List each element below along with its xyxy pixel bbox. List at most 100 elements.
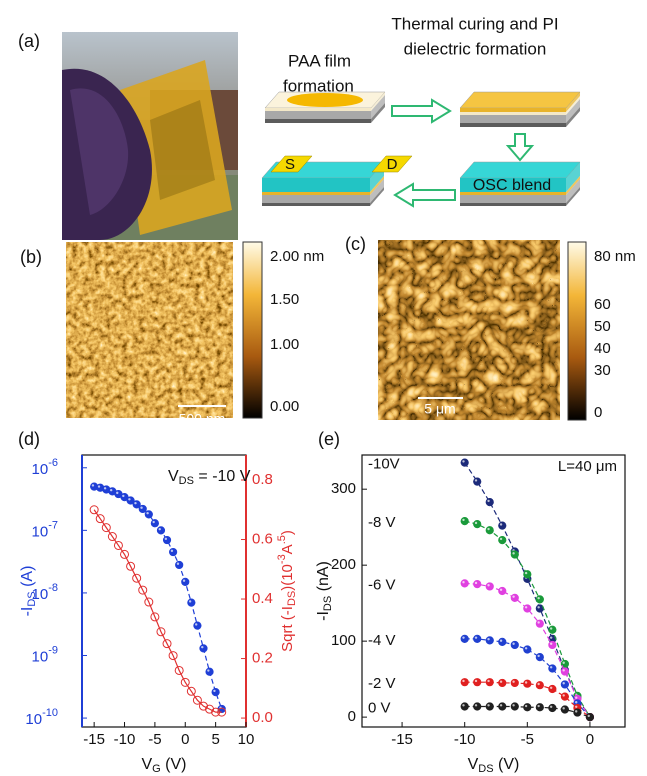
point-highlight [213, 690, 215, 692]
colorbar-label: 60 [594, 296, 611, 313]
x-tick-label: -5 [148, 731, 161, 748]
label-part: .5 [276, 535, 288, 544]
data-point [498, 522, 506, 530]
data-point [498, 587, 506, 595]
label-part: DS [478, 763, 493, 775]
data-point [473, 635, 481, 643]
point-highlight [487, 680, 489, 682]
data-point [181, 578, 189, 586]
data-point [536, 596, 544, 604]
data-point [586, 713, 594, 721]
panel-label: (d) [18, 429, 40, 449]
layer-front [460, 195, 566, 203]
y-tick-label: 100 [331, 632, 356, 649]
point-highlight [487, 584, 489, 586]
point-highlight [550, 636, 552, 638]
series-label: -2 V [368, 675, 396, 692]
point-highlight [537, 597, 539, 599]
point-highlight [487, 528, 489, 530]
point-highlight [475, 582, 477, 584]
point-highlight [165, 538, 167, 540]
layer-front [460, 115, 566, 123]
scale-label: 5 μm [424, 401, 455, 417]
point-highlight [550, 687, 552, 689]
point-highlight [512, 681, 514, 683]
afm-image [378, 240, 560, 420]
scale-label: 500 nm [179, 411, 226, 427]
point-highlight [537, 655, 539, 657]
label-part: DS [286, 591, 298, 606]
data-point [486, 526, 494, 534]
point-highlight [500, 589, 502, 591]
label-part: DS [26, 591, 38, 606]
series-label: -6 V [368, 576, 396, 593]
data-point [212, 688, 220, 696]
y2-tick-label: 0.0 [252, 709, 273, 726]
point-highlight [500, 538, 502, 540]
annotation: VDS = -10 V [168, 468, 251, 487]
data-point [561, 668, 569, 676]
data-point [188, 599, 196, 607]
tick-exponent: -9 [48, 644, 58, 656]
colorbar-label: 1.00 [270, 336, 299, 353]
data-point [461, 580, 469, 588]
tick-base: 10 [32, 461, 49, 478]
colorbar-label: 0 [594, 404, 602, 421]
point-highlight [462, 636, 464, 638]
series-line [465, 463, 590, 718]
data-point [511, 679, 519, 687]
colorbar-label: 1.50 [270, 291, 299, 308]
y-tick-label: 10-10 [25, 707, 58, 728]
plot-frame [362, 455, 625, 727]
label-part: DS [179, 475, 194, 487]
data-point [536, 653, 544, 661]
electrode-label: D [387, 156, 398, 173]
point-highlight [575, 701, 577, 703]
data-point [461, 517, 469, 525]
data-point [157, 527, 165, 535]
point-highlight [475, 704, 477, 706]
x-axis-label: VG (V) [141, 756, 186, 775]
layer-label: OSC blend [473, 177, 551, 194]
y2-axis-label: Sqrt (-IDS)(10-3A.5) [276, 530, 298, 652]
annotation: L=40 μm [558, 458, 617, 475]
point-highlight [171, 550, 173, 552]
layer-front [460, 203, 566, 206]
series-label: -8 V [368, 514, 396, 531]
data-point [536, 681, 544, 689]
point-highlight [152, 521, 154, 523]
point-highlight [92, 484, 94, 486]
label-part: DS [322, 596, 334, 611]
colorbar-label: 80 nm [594, 248, 636, 265]
series-label: -10V [368, 456, 400, 473]
y-tick-label: 10-7 [32, 519, 58, 540]
point-highlight [525, 705, 527, 707]
x-axis-label: VDS (V) [468, 756, 520, 775]
data-point [486, 583, 494, 591]
layer-front [265, 108, 371, 111]
point-highlight [487, 500, 489, 502]
y2-tick-label: 0.4 [252, 590, 273, 607]
tick-base: 10 [32, 523, 49, 540]
label-part: -I [315, 611, 332, 621]
point-highlight [575, 696, 577, 698]
point-highlight [562, 682, 564, 684]
y2-tick-label: 0.6 [252, 530, 273, 547]
data-point [498, 638, 506, 646]
panel-label: (b) [20, 247, 42, 267]
point-highlight [462, 704, 464, 706]
layer-front [460, 123, 566, 127]
series-label: 0 V [368, 699, 391, 716]
y-tick-label: 300 [331, 480, 356, 497]
data-point [461, 459, 469, 467]
point-highlight [183, 580, 185, 582]
x-tick-label: 0 [586, 731, 594, 748]
plot-frame [82, 455, 246, 727]
point-highlight [562, 694, 564, 696]
data-point [461, 678, 469, 686]
panel-label: (c) [345, 234, 366, 254]
data-point [536, 703, 544, 711]
data-point [169, 548, 177, 556]
point-highlight [575, 710, 577, 712]
point-highlight [207, 669, 209, 671]
